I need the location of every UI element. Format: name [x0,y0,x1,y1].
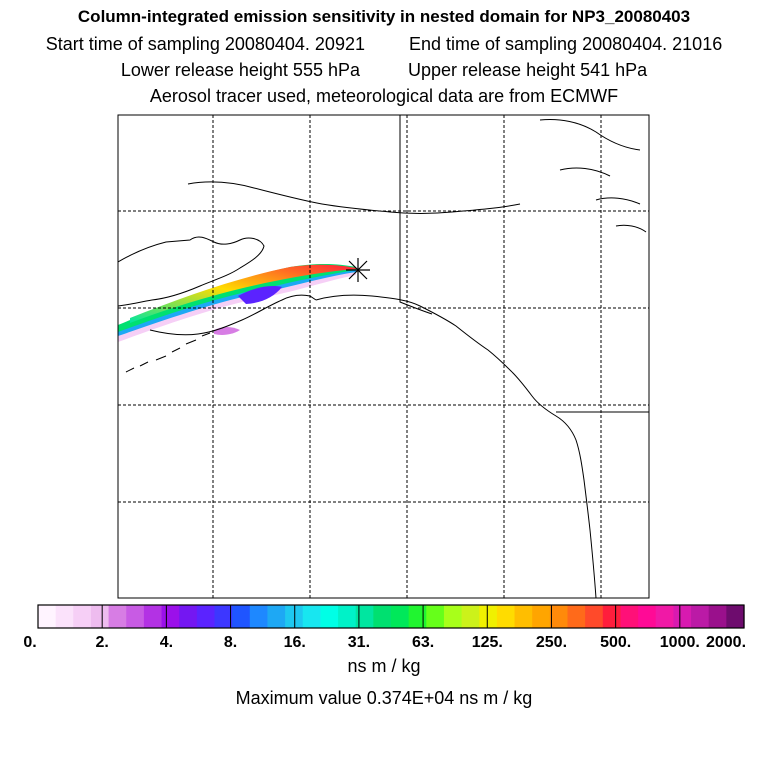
colorbar-cell [320,605,339,628]
start-time-label: Start time of sampling 20080404. 20921 [45,34,365,54]
colorbar-tick-label: 500. [600,634,631,651]
colorbar-tick-label: 125. [472,634,503,651]
tracer-info-line: Aerosol tracer used, meteorological data… [149,86,619,106]
colorbar-cell [408,605,427,628]
plume-purple-lobe [238,286,282,304]
colorbar-cell [55,605,74,628]
colorbar-tick-label: 31. [348,634,370,651]
plume-faint-patch [214,327,240,335]
colorbar-cell [549,605,569,628]
map-frame [117,114,650,599]
coastlines [118,115,649,598]
canadian-islands [539,119,647,233]
release-height-line: Lower release height 555 hPa Upper releas… [0,60,768,81]
colorbar-cell [214,605,233,628]
graticule [118,115,649,598]
colorbar-cell [691,605,710,628]
colorbar-tick-label: 2000. [706,634,746,651]
colorbar-cell [302,605,321,628]
alaska-coast [118,236,265,307]
colorbar-cell [355,605,374,628]
colorbar-cell [638,605,657,628]
colorbar-cell [338,605,357,628]
bristol-bay-coast [149,294,317,336]
aleutian-islands [125,332,211,373]
colorbar-cell [38,605,57,628]
colorbar-cell [567,605,586,628]
sampling-time-line: Start time of sampling 20080404. 20921 En… [0,34,768,55]
colorbar-cell [391,605,410,628]
colorbar-tick-label: 16. [284,634,306,651]
colorbar-frame [37,604,745,629]
end-time-label: End time of sampling 20080404. 21016 [408,34,723,54]
plume-core [130,264,356,323]
colorbar-cell [108,605,127,628]
alaska-canada-border [399,115,433,315]
colorbar-cell [602,605,622,628]
lower-release-height-label: Lower release height 555 hPa [120,60,360,80]
arctic-coast [187,181,521,214]
colorbar-cell [532,605,551,628]
bc-coast [511,371,597,598]
colorbar-units-label: ns m / kg [347,656,421,676]
colorbar-cell [496,605,516,628]
colorbar-tick-label: 4. [160,634,173,651]
colorbar-cell [267,605,286,628]
colorbar-cell [426,605,445,628]
colorbar-cell [285,605,304,628]
colorbar-cell [143,605,163,628]
colorbar-cell [514,605,533,628]
gulf-of-alaska-coast [315,294,513,373]
colorbar-tick-label: 250. [536,634,567,651]
plume-blue-band [118,264,356,336]
plume-outer-band [118,266,356,342]
colorbar-tick-label: 2. [96,634,109,651]
colorbar-cell [655,605,674,628]
colorbar-cell [620,605,639,628]
plot-title: Column-integrated emission sensitivity i… [77,7,691,26]
colorbar-cell [373,605,392,628]
colorbar-cell [461,605,480,628]
colorbar-cell [249,605,269,628]
colorbar-cell [585,605,604,628]
plume-green-band [118,263,356,332]
colorbar-tick-label: 8. [224,634,237,651]
colorbar-cell [443,605,463,628]
colorbar-cells [38,605,745,628]
sensitivity-plume [118,263,356,342]
colorbar-cell [196,605,216,628]
colorbar-tick-labels: 0. 2. 4. 8. 16. 31. 63. 125. 250. 500. 1000. 2000. [23,634,746,651]
colorbar-tick-label: 0. [23,634,36,651]
colorbar-cell [232,605,251,628]
colorbar-cell [708,605,727,628]
colorbar-cell [161,605,180,628]
colorbar-cell [73,605,92,628]
colorbar-cell [126,605,145,628]
maximum-value-label: Maximum value 0.374E+04 ns m / kg [235,688,533,708]
release-point-asterisk-icon [346,258,370,282]
colorbar-cell [673,605,692,628]
colorbar: 0. 2. 4. 8. 16. 31. 63. 125. 250. 500. 1000. 2000. [23,604,746,651]
colorbar-tick-label: 63. [412,634,434,651]
colorbar-cell [479,605,498,628]
colorbar-tick-label: 1000. [660,634,700,651]
upper-release-height-label: Upper release height 541 hPa [408,60,648,80]
colorbar-cell [179,605,198,628]
colorbar-cell [90,605,110,628]
colorbar-cell [726,605,745,628]
